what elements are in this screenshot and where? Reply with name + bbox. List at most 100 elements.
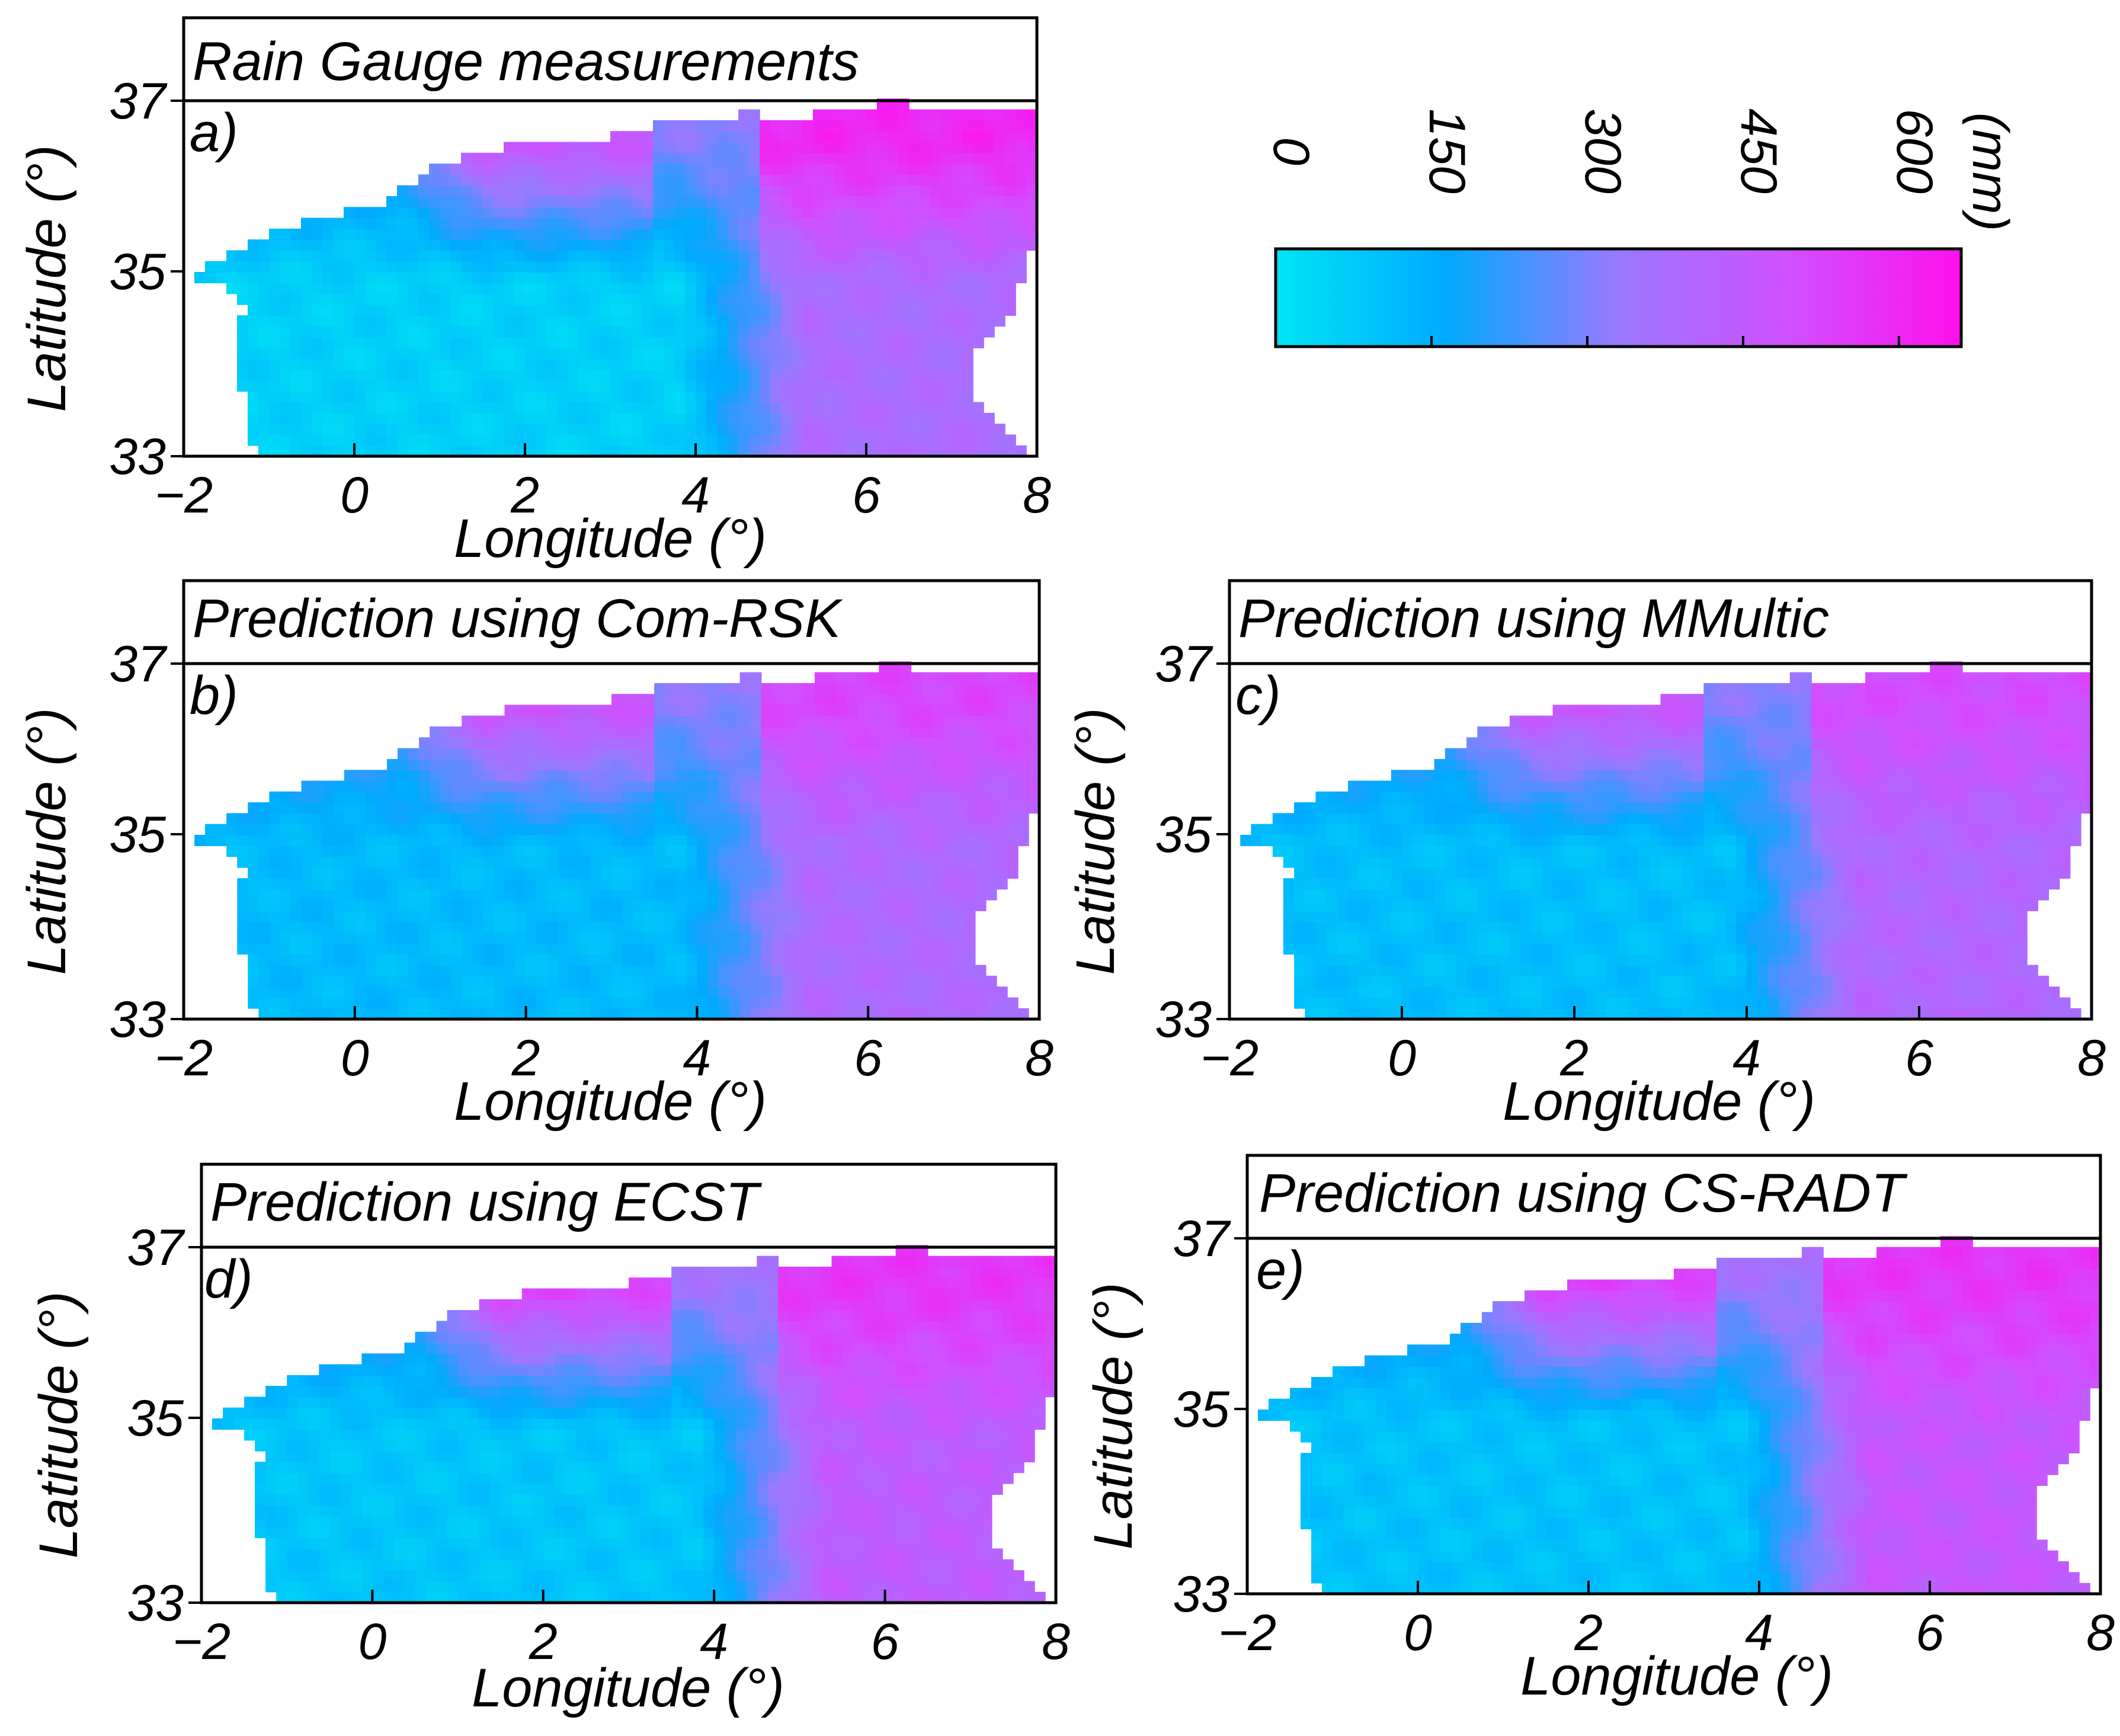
- panel-c-grid-cell: [1596, 911, 1607, 923]
- panel-a-grid-cell: [472, 196, 483, 208]
- panel-a-grid-cell: [813, 217, 824, 229]
- panel-a-grid-cell: [482, 283, 494, 294]
- panel-b-grid-cell: [975, 780, 987, 792]
- panel-c-grid-cell: [1413, 889, 1424, 901]
- panel-c-grid-cell: [1294, 824, 1306, 835]
- panel-c-grid-cell: [1348, 997, 1360, 1009]
- panel-a-grid-cell: [280, 293, 291, 305]
- panel-a-grid-cell: [312, 250, 323, 262]
- panel-a-grid-cell: [674, 283, 686, 294]
- panel-a-grid-cell: [557, 424, 568, 435]
- panel-a-grid-cell: [920, 412, 931, 424]
- panel-c-grid-cell: [1348, 975, 1360, 987]
- panel-a-grid-cell: [685, 348, 696, 360]
- panel-b-grid-cell: [590, 780, 601, 792]
- panel-b-grid-cell: [1017, 683, 1029, 694]
- panel-b-grid-cell: [771, 704, 783, 716]
- panel-c-grid-cell: [1315, 899, 1327, 911]
- panel-a-grid-cell: [536, 239, 547, 251]
- panel-b-grid-cell: [803, 997, 815, 1009]
- panel-b-grid-cell: [398, 943, 409, 955]
- panel-b-grid-cell: [750, 748, 762, 760]
- panel-a-grid-cell: [845, 424, 856, 435]
- panel-a-grid-cell: [856, 326, 867, 338]
- panel-b-grid-cell: [365, 802, 377, 814]
- panel-a-grid-cell: [674, 412, 686, 424]
- panel-a-grid-cell: [728, 152, 739, 164]
- panel-b-grid-cell: [622, 791, 633, 803]
- panel-a-grid-cell: [589, 283, 600, 294]
- panel-b-grid-cell: [665, 748, 677, 760]
- panel-b-grid-cell: [611, 878, 623, 890]
- panel-b-grid-cell: [633, 726, 644, 738]
- panel-a-grid-cell: [994, 250, 1005, 262]
- panel-a-grid-cell: [482, 293, 494, 305]
- panel-a-grid-cell: [909, 380, 920, 392]
- panel-b-grid-cell: [654, 770, 665, 781]
- panel-a-grid-cell: [813, 434, 824, 446]
- panel-a-grid-cell: [728, 358, 739, 370]
- panel-b-grid-cell: [472, 932, 484, 944]
- panel-a-grid-cell: [664, 239, 675, 251]
- panel-b-grid-cell: [237, 899, 249, 911]
- panel-a-grid-cell: [706, 185, 718, 197]
- panel-a-grid-cell: [386, 369, 398, 381]
- panel-c-grid-cell: [1498, 856, 1510, 868]
- panel-c-grid-cell: [1552, 715, 1564, 727]
- panel-c-grid-cell: [1509, 975, 1521, 987]
- panel-a-grid-cell: [834, 424, 846, 435]
- panel-b-grid-cell: [440, 932, 451, 944]
- panel-b-grid-cell: [590, 889, 601, 901]
- panel-a-grid-cell: [941, 131, 952, 143]
- panel-a-grid-cell: [685, 424, 696, 435]
- panel-c-grid-cell: [1488, 770, 1500, 781]
- panel-a-grid-cell: [717, 424, 728, 435]
- panel-c-grid-cell: [1413, 780, 1424, 792]
- panel-c-grid-cell: [1574, 878, 1586, 890]
- panel-c-grid-cell: [1348, 780, 1360, 792]
- panel-a-grid-cell: [397, 304, 408, 316]
- panel-b-grid-cell: [248, 867, 260, 879]
- panel-b-grid-cell: [344, 899, 356, 911]
- panel-a-grid-cell: [408, 185, 419, 197]
- panel-a-grid-cell: [557, 380, 568, 392]
- panel-a-grid-cell: [962, 239, 973, 251]
- panel-a-grid-cell: [418, 380, 430, 392]
- panel-a-grid-cell: [888, 196, 899, 208]
- panel-b-grid-cell: [558, 921, 569, 933]
- panel-a-grid-cell: [600, 424, 611, 435]
- panel-b-grid-cell: [836, 780, 847, 792]
- panel-b-grid-cell: [312, 824, 324, 835]
- panel-b-grid-cell: [782, 704, 794, 716]
- panel-a-grid-cell: [354, 261, 366, 273]
- panel-b-grid-cell: [921, 813, 933, 825]
- panel-c-grid-cell: [1337, 802, 1349, 814]
- panel-b-grid-cell: [462, 965, 473, 976]
- panel-b-grid-cell: [333, 965, 345, 976]
- panel-b-grid-cell: [932, 867, 944, 879]
- panel-c-grid-cell: [1585, 835, 1597, 847]
- panel-a-grid-cell: [770, 164, 782, 175]
- panel-b-grid-cell: [686, 856, 698, 868]
- panel-a-grid-cell: [941, 369, 952, 381]
- panel-c-grid-cell: [1337, 932, 1349, 944]
- panel-a-grid-cell: [429, 283, 440, 294]
- panel-c-grid-cell: [1326, 791, 1338, 803]
- panel-b-grid-cell: [975, 889, 987, 901]
- panel-c-grid-cell: [1423, 845, 1435, 857]
- panel-a-grid-cell: [621, 131, 632, 143]
- panel-b-grid-cell: [879, 694, 891, 706]
- panel-a-grid-cell: [450, 348, 462, 360]
- panel-a-grid-cell: [450, 185, 462, 197]
- panel-a-grid-cell: [674, 142, 686, 153]
- panel-b-grid-cell: [815, 1008, 826, 1020]
- panel-a-grid-cell: [1005, 196, 1016, 208]
- panel-c-grid-cell: [1445, 802, 1456, 814]
- panel-a-grid-cell: [866, 164, 878, 175]
- panel-a-grid-cell: [664, 412, 675, 424]
- panel-a-grid-cell: [632, 185, 643, 197]
- panel-b-grid-cell: [900, 932, 912, 944]
- panel-a-grid-cell: [322, 326, 334, 338]
- panel-b-grid-cell: [879, 899, 891, 911]
- panel-c-grid-cell: [1445, 856, 1456, 868]
